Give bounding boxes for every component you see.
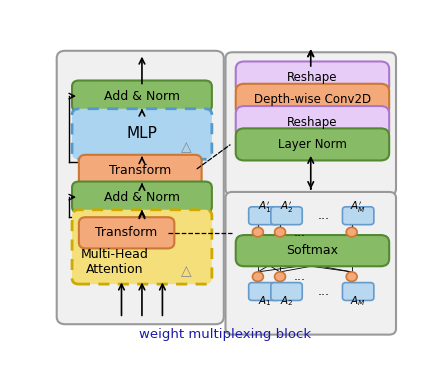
FancyBboxPatch shape — [72, 181, 212, 213]
Circle shape — [253, 227, 264, 237]
Text: $A_1$: $A_1$ — [257, 294, 271, 308]
Circle shape — [275, 227, 286, 237]
Text: Add & Norm: Add & Norm — [104, 90, 180, 103]
Text: Multi-Head
Attention: Multi-Head Attention — [81, 248, 149, 276]
Circle shape — [346, 272, 357, 281]
FancyBboxPatch shape — [236, 129, 389, 161]
FancyBboxPatch shape — [226, 192, 396, 335]
Text: $A_2'$: $A_2'$ — [280, 200, 293, 215]
Text: Reshape: Reshape — [287, 71, 338, 84]
Text: △: △ — [181, 264, 191, 278]
Text: $A_M$: $A_M$ — [350, 294, 366, 308]
Circle shape — [346, 227, 357, 237]
FancyBboxPatch shape — [79, 155, 202, 186]
FancyBboxPatch shape — [249, 207, 280, 225]
FancyBboxPatch shape — [226, 52, 396, 195]
FancyBboxPatch shape — [271, 283, 302, 300]
Circle shape — [275, 272, 286, 281]
Text: $A_1'$: $A_1'$ — [257, 200, 271, 215]
FancyBboxPatch shape — [271, 207, 302, 225]
Text: Layer Norm: Layer Norm — [278, 138, 347, 151]
FancyBboxPatch shape — [236, 106, 389, 138]
Text: MLP: MLP — [127, 127, 158, 142]
FancyBboxPatch shape — [236, 61, 389, 93]
Text: $A_2$: $A_2$ — [280, 294, 293, 308]
Text: Reshape: Reshape — [287, 116, 338, 129]
FancyBboxPatch shape — [342, 207, 374, 225]
Text: ...: ... — [318, 209, 330, 222]
Text: Softmax: Softmax — [286, 244, 338, 257]
Text: Add & Norm: Add & Norm — [104, 191, 180, 204]
Text: ...: ... — [294, 270, 306, 283]
Text: Transform: Transform — [109, 164, 171, 177]
FancyBboxPatch shape — [57, 51, 224, 324]
Text: ...: ... — [318, 285, 330, 298]
Text: $A_M'$: $A_M'$ — [350, 200, 366, 215]
FancyBboxPatch shape — [72, 81, 212, 112]
FancyBboxPatch shape — [236, 235, 389, 266]
Text: △: △ — [181, 141, 191, 154]
Text: weight multiplexing block: weight multiplexing block — [139, 328, 312, 341]
FancyBboxPatch shape — [72, 109, 212, 159]
Text: Transform: Transform — [95, 226, 158, 239]
Circle shape — [253, 272, 264, 281]
FancyBboxPatch shape — [249, 283, 280, 300]
FancyBboxPatch shape — [236, 84, 389, 116]
Text: Depth-wise Conv2D: Depth-wise Conv2D — [254, 93, 371, 106]
FancyBboxPatch shape — [79, 217, 174, 249]
Text: ...: ... — [294, 225, 306, 239]
FancyBboxPatch shape — [72, 210, 212, 284]
FancyBboxPatch shape — [342, 283, 374, 300]
